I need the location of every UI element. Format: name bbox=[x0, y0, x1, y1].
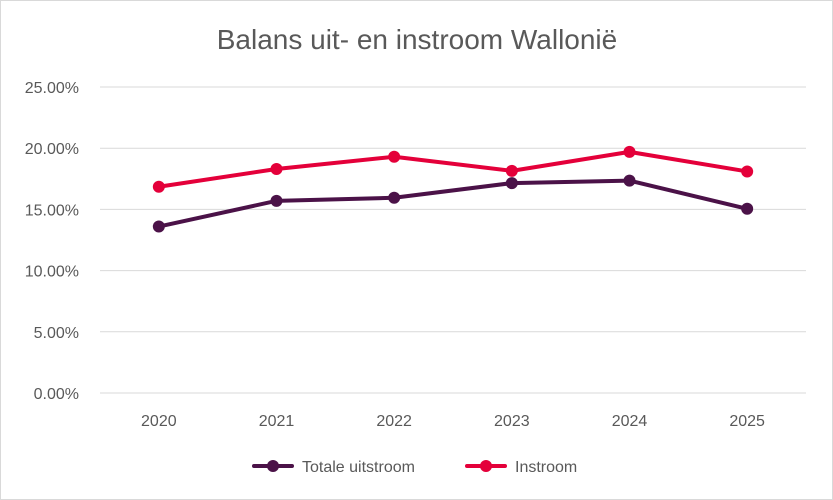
x-tick-label: 2021 bbox=[259, 413, 295, 430]
gridlines bbox=[100, 86, 806, 394]
data-point bbox=[505, 164, 518, 177]
y-tick-label: 20.00% bbox=[25, 141, 79, 158]
data-point bbox=[152, 220, 165, 233]
y-tick-label: 10.00% bbox=[25, 264, 79, 281]
x-tick-label: 2024 bbox=[612, 413, 648, 430]
legend-swatch-marker bbox=[480, 460, 492, 472]
legend: Totale uitstroom Instroom bbox=[252, 459, 577, 476]
data-point bbox=[270, 163, 283, 176]
y-tick-label: 25.00% bbox=[25, 80, 79, 97]
x-tick-label: 2025 bbox=[729, 413, 765, 430]
y-axis-ticks: 0.00% 5.00% 10.00% 15.00% 20.00% 25.00% bbox=[25, 80, 79, 403]
x-tick-label: 2020 bbox=[141, 413, 177, 430]
x-axis-ticks: 2020 2021 2022 2023 2024 2025 bbox=[141, 413, 765, 430]
legend-label: Instroom bbox=[515, 459, 577, 476]
data-point bbox=[741, 202, 754, 215]
data-point bbox=[270, 194, 283, 207]
data-point bbox=[741, 165, 754, 178]
data-point bbox=[388, 191, 401, 204]
chart-title: Balans uit- en instroom Wallonië bbox=[217, 24, 617, 55]
y-tick-label: 5.00% bbox=[34, 325, 79, 342]
data-point bbox=[505, 177, 518, 190]
x-tick-label: 2022 bbox=[376, 413, 412, 430]
series-points bbox=[152, 145, 754, 233]
x-tick-label: 2023 bbox=[494, 413, 530, 430]
series-lines bbox=[156, 149, 750, 229]
legend-label: Totale uitstroom bbox=[302, 459, 415, 476]
data-point bbox=[152, 180, 165, 193]
series-line-totale-uitstroom bbox=[156, 178, 750, 229]
y-tick-label: 15.00% bbox=[25, 202, 79, 219]
series-line-instroom bbox=[156, 149, 750, 189]
data-point bbox=[388, 150, 401, 163]
y-tick-label: 0.00% bbox=[34, 386, 79, 403]
data-point bbox=[623, 174, 636, 187]
legend-swatch-marker bbox=[267, 460, 279, 472]
data-point bbox=[623, 145, 636, 158]
